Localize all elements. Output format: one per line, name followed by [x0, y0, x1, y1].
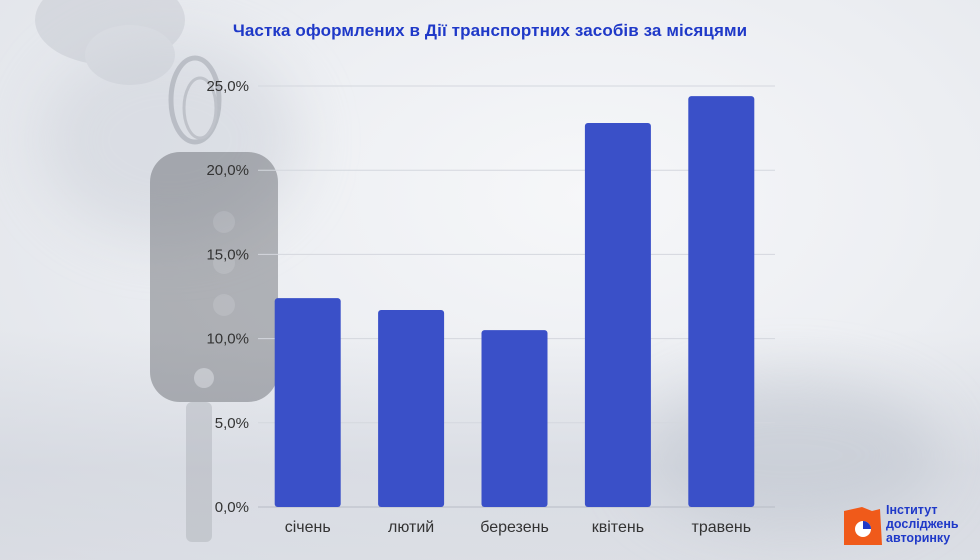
x-category-label: березень	[480, 519, 549, 536]
y-tick-label: 25,0%	[206, 78, 249, 95]
key-blade	[186, 402, 212, 542]
logo-text: Інститут досліджень авторинку	[886, 503, 959, 545]
y-tick-label: 5,0%	[215, 415, 249, 432]
key-fingers	[35, 0, 185, 85]
key-button	[213, 211, 235, 233]
y-tick-label: 10,0%	[206, 331, 249, 348]
key-button	[213, 252, 235, 274]
logo-line-2: досліджень	[886, 517, 959, 531]
logo-mark-icon	[844, 507, 882, 545]
key-ring	[168, 55, 222, 145]
institute-logo: Інститут досліджень авторинку	[842, 501, 978, 549]
bar	[378, 309, 445, 507]
bar	[274, 298, 341, 507]
logo-line-1: Інститут	[886, 503, 938, 517]
y-tick-label: 20,0%	[206, 162, 249, 179]
bar	[688, 96, 755, 507]
x-category-label: лютий	[388, 519, 434, 536]
logo-line-3: авторинку	[886, 531, 951, 545]
background-blur	[40, 40, 300, 240]
key-fob	[150, 152, 278, 402]
x-category-label: травень	[692, 519, 752, 536]
key-button	[213, 294, 235, 316]
x-axis-labels: січень лютий березень квітень травень	[285, 519, 751, 536]
y-axis-ticks: 0,0% 5,0% 10,0% 15,0% 20,0% 25,0%	[206, 78, 249, 516]
y-tick-label: 15,0%	[206, 246, 249, 263]
key-emblem	[194, 368, 214, 388]
x-category-label: квітень	[592, 519, 644, 536]
car-key-image	[35, 0, 278, 542]
key-ring-inner	[182, 76, 218, 140]
y-tick-label: 0,0%	[215, 499, 249, 516]
chart-title: Частка оформлених в Дії транспортних зас…	[232, 21, 748, 40]
x-category-label: січень	[285, 519, 331, 536]
bar	[584, 123, 651, 507]
bars	[274, 96, 755, 507]
bar	[481, 330, 548, 507]
